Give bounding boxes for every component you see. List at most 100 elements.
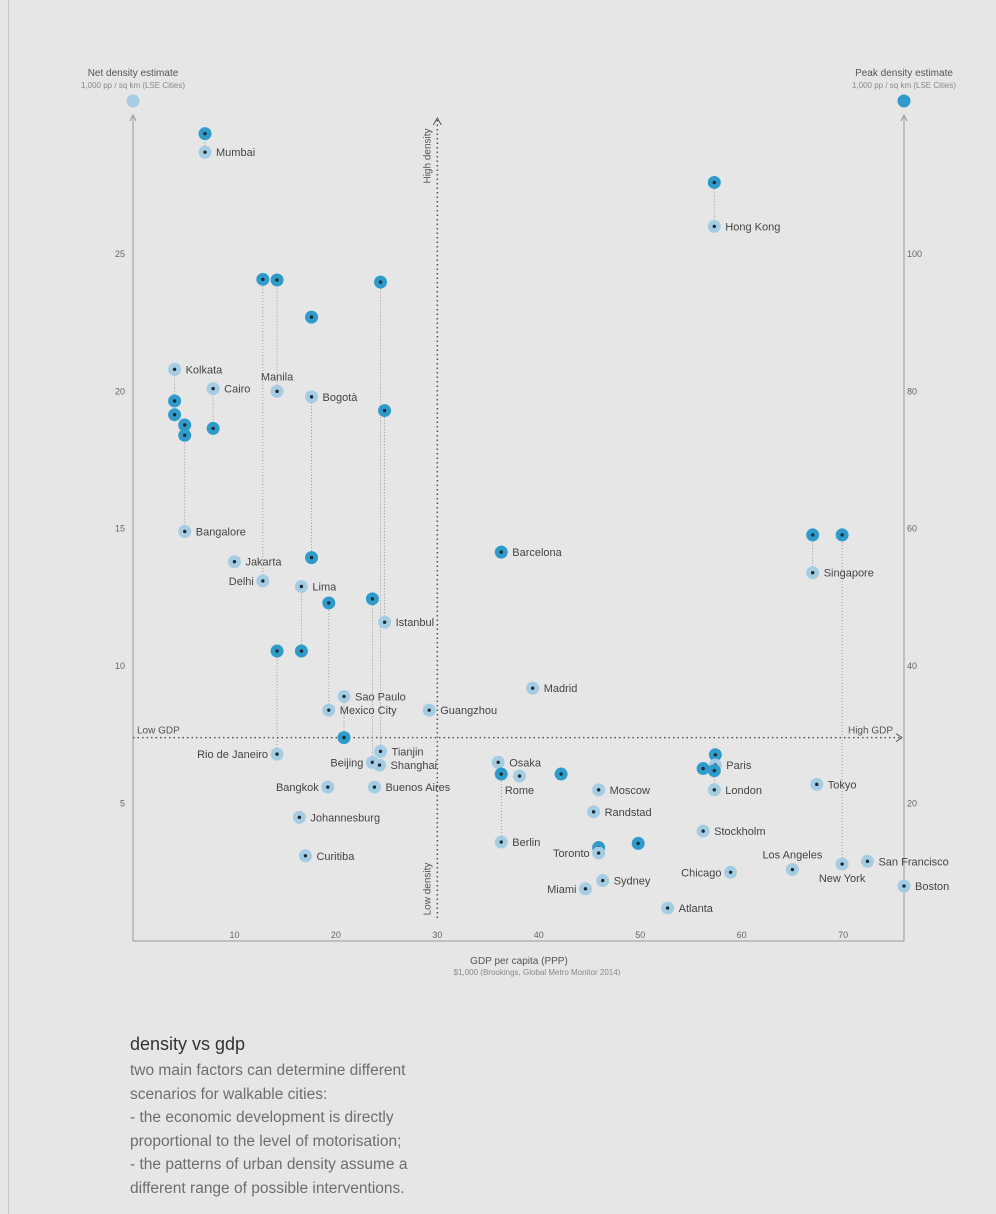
net-density-point-center xyxy=(701,829,705,833)
net-density-point-center xyxy=(372,785,377,789)
y-left-axis-title: Net density estimate xyxy=(88,68,179,79)
city-label: Stockholm xyxy=(714,826,765,838)
city-label: Sao Paulo xyxy=(355,691,406,703)
city-label: Delhi xyxy=(229,576,254,588)
peak-density-point-center xyxy=(370,597,375,601)
net-density-point-center xyxy=(370,760,375,765)
peak-density-point-center xyxy=(309,315,314,319)
city-label: Lima xyxy=(312,581,337,593)
peak-density-point-center xyxy=(183,423,187,427)
city-label: Rome xyxy=(505,785,534,797)
peak-density-point-center xyxy=(275,649,279,653)
net-density-point-center xyxy=(517,774,522,778)
net-density-point-center xyxy=(596,788,601,792)
peak-density-point-center xyxy=(713,753,718,757)
peak-density-point-center xyxy=(309,555,314,560)
peak-density-point-center xyxy=(172,412,177,417)
net-density-point-center xyxy=(815,782,819,787)
x-tick-label: 30 xyxy=(432,930,442,940)
peak-density-point-center xyxy=(211,426,215,431)
net-density-point-center xyxy=(810,571,815,575)
axes-layer: 10 20 30 40 50 60 70 5 10 15 20 25 20 40 60 80 100 GDP pe… xyxy=(81,68,956,977)
city-label: Istanbul xyxy=(396,617,435,629)
city-label: Los Angeles xyxy=(762,850,822,862)
peak-density-point-center xyxy=(712,180,716,185)
peak-density-point-center xyxy=(275,278,279,282)
net-density-point-center xyxy=(297,815,302,820)
y-left-axis-subtitle: 1,000 pp / sq km (LSE Cities) xyxy=(81,81,185,90)
caption-line: scenarios for walkable cities: xyxy=(130,1085,328,1103)
net-density-point-center xyxy=(327,708,331,712)
peak-density-point-center xyxy=(712,768,716,773)
caption-line: proportional to the level of motorisatio… xyxy=(130,1132,402,1150)
city-label: Buenos Aires xyxy=(385,782,450,794)
city-label: Guangzhou xyxy=(440,705,497,717)
net-density-point-center xyxy=(232,560,237,564)
y-right-arrow xyxy=(900,113,908,122)
x-tick-label: 70 xyxy=(838,930,848,940)
y-left-tick-label: 10 xyxy=(115,661,125,671)
city-label: San Francisco xyxy=(878,856,948,868)
net-density-point-center xyxy=(309,395,314,399)
net-density-point-center xyxy=(712,788,716,792)
city-label: Shanghai xyxy=(391,760,438,772)
y-right-tick-label: 100 xyxy=(907,249,922,259)
low-density-label: Low density xyxy=(422,863,433,916)
net-density-point-center xyxy=(299,584,304,589)
net-density-point-center xyxy=(378,749,383,754)
net-density-point-center xyxy=(591,810,596,814)
y-right-tick-label: 40 xyxy=(907,661,917,671)
city-label: Randstad xyxy=(605,807,652,819)
city-label: Barcelona xyxy=(512,547,562,559)
net-density-point-center xyxy=(499,840,503,844)
net-density-point-center xyxy=(342,694,346,699)
caption: density vs gdp two main factors can dete… xyxy=(130,1034,460,1200)
high-gdp-label: High GDP xyxy=(848,726,893,737)
y-right-tick-label: 20 xyxy=(907,799,917,809)
net-density-point-center xyxy=(840,862,844,866)
y-left-tick-label: 25 xyxy=(115,249,125,259)
y-left-tick-label: 20 xyxy=(115,386,125,396)
net-density-point-center xyxy=(596,851,601,855)
city-label: Hong Kong xyxy=(725,221,780,233)
city-label: Sydney xyxy=(614,876,651,888)
city-label: Mumbai xyxy=(216,147,255,159)
net-density-point-center xyxy=(261,579,265,583)
caption-line: two main factors can determine different xyxy=(130,1062,406,1079)
gdp-divider-arrow xyxy=(895,733,903,743)
net-density-point-center xyxy=(728,870,733,874)
caption-line: different range of possible intervention… xyxy=(130,1179,405,1197)
density-vs-gdp-chart: 10 20 30 40 50 60 70 5 10 15 20 25 20 40 60 80 100 GDP pe… xyxy=(81,68,956,977)
city-label: Miami xyxy=(547,884,576,896)
city-label: Chicago xyxy=(681,867,721,879)
peak-density-point-center xyxy=(840,533,844,537)
city-label: New York xyxy=(819,873,866,885)
peak-density-point-center xyxy=(499,772,503,776)
peak-density-point-center xyxy=(378,280,383,284)
city-label: Toronto xyxy=(553,848,590,860)
net-density-point-center xyxy=(326,785,330,789)
city-label: Madrid xyxy=(544,683,578,695)
city-label: Cairo xyxy=(224,384,250,396)
peak-density-point-center xyxy=(327,601,331,605)
net-density-point-center xyxy=(172,367,177,372)
peak-density-point-center xyxy=(183,433,187,438)
peak-density-point-center xyxy=(559,772,563,776)
city-label: Atlanta xyxy=(679,903,714,915)
x-tick-label: 60 xyxy=(737,930,747,940)
y-left-legend-marker xyxy=(126,94,140,108)
city-label: London xyxy=(725,785,762,797)
y-right-axis-title: Peak density estimate xyxy=(855,68,953,79)
y-right-tick-label: 60 xyxy=(907,524,917,534)
low-gdp-label: Low GDP xyxy=(137,726,180,737)
density-divider-arrow xyxy=(432,116,442,126)
net-density-point-center xyxy=(790,867,795,872)
caption-title: density vs gdp xyxy=(130,1034,246,1054)
y-left-tick-label: 15 xyxy=(115,524,125,534)
y-right-legend-marker xyxy=(897,94,911,108)
city-label: Manila xyxy=(261,371,294,383)
city-label: Kolkata xyxy=(186,364,224,376)
page-edge-rule xyxy=(8,0,9,1214)
peak-density-point-center xyxy=(810,533,815,537)
